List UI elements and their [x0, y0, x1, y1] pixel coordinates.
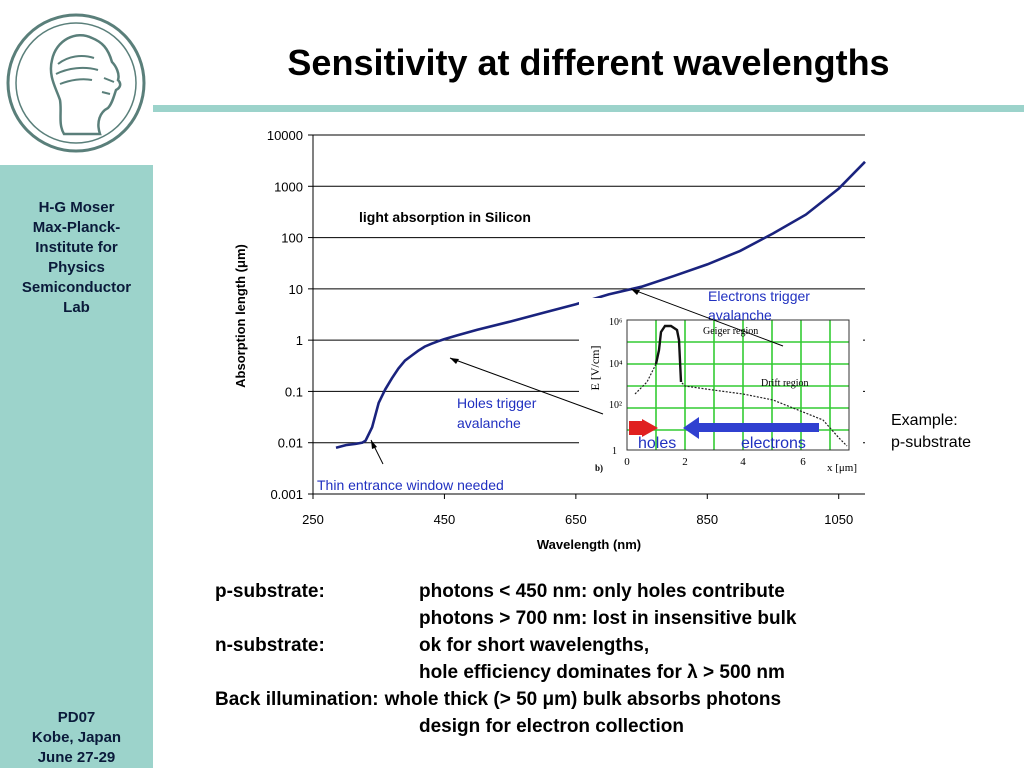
conclusion-text: photons > 700 nm: lost in insensitive bu… [419, 608, 797, 629]
x-tick-label: 650 [565, 512, 587, 527]
y-tick-label: 1000 [274, 179, 303, 194]
conclusion-text: hole efficiency dominates for λ > 500 nm [419, 662, 785, 683]
electrons-annotation-line-2: avalanche [708, 307, 772, 323]
conclusion-label [215, 659, 419, 686]
x-axis-label: Wavelength (nm) [537, 537, 641, 552]
x-tick-label: 450 [434, 512, 456, 527]
y-tick-label: 0.01 [278, 436, 303, 451]
author-line: Lab [63, 299, 90, 316]
y-tick-label: 10000 [267, 128, 303, 143]
conclusion-text: whole thick (> 50 μm) bulk absorbs photo… [384, 689, 782, 710]
conclusions-list: p-substrate: photons < 450 nm: only holes… [215, 578, 796, 740]
inset-x-tick: 4 [740, 456, 746, 468]
x-tick-label: 1050 [824, 512, 853, 527]
electrons-arrow-tail [697, 423, 819, 432]
conclusion-row: hole efficiency dominates for λ > 500 nm [215, 659, 796, 686]
electrons-pointer [630, 288, 784, 347]
drift-region-label: Drift region [761, 378, 809, 389]
absorption-curve [335, 160, 866, 449]
holes-annotation-line-2: avalanche [457, 415, 521, 431]
chart-title: light absorption in Silicon [359, 209, 531, 225]
inset-y-tick: 1 [612, 446, 617, 457]
holes-label: holes [638, 435, 676, 452]
y-ticks: 0.001 0.01 0.1 1 10 100 1000 10000 [267, 128, 313, 502]
y-tick-label: 0.001 [270, 487, 303, 502]
conclusion-text: ok for short wavelengths, [419, 635, 650, 656]
inset-y-tick: 10⁴ [609, 359, 623, 370]
title-divider [153, 105, 1024, 112]
inset-y-tick: 10² [609, 400, 622, 411]
inset-y-tick: 10⁶ [609, 317, 623, 328]
conclusion-row: n-substrate: ok for short wavelengths, [215, 632, 796, 659]
example-line-1: Example: [891, 412, 958, 429]
field-profile-solid [654, 324, 683, 383]
inset-y-label: E [V/cm] [588, 346, 602, 391]
inset-x-tick: 2 [682, 456, 688, 468]
holes-pointer [449, 357, 604, 415]
author-line: Max-Planck- [32, 219, 121, 236]
author-block: H-G Moser Max-Planck- Institute for Phys… [0, 198, 153, 318]
conclusion-text: photons < 450 nm: only holes contribute [419, 581, 785, 602]
event-line: June 27-29 [37, 749, 116, 766]
holes-arrow-tail [629, 421, 642, 435]
electrons-annotation-line-1: Electrons trigger [708, 288, 810, 304]
x-ticks: 250 450 650 850 1050 [302, 494, 853, 527]
conclusion-row: photons > 700 nm: lost in insensitive bu… [215, 605, 796, 632]
author-line: Physics [48, 259, 105, 276]
electrons-arrow [683, 417, 699, 439]
institute-logo [0, 0, 153, 165]
event-block: PD07 Kobe, Japan June 27-29 [0, 708, 153, 768]
geiger-region-label: Geiger region [703, 326, 758, 337]
conclusion-row: design for electron collection [215, 713, 796, 740]
sidebar: H-G Moser Max-Planck- Institute for Phys… [0, 0, 153, 768]
electrons-label: electrons [741, 435, 806, 452]
inset-x-tick: 0 [624, 456, 630, 468]
example-line-2: p-substrate [891, 434, 971, 451]
inset-panel-label: b) [595, 463, 603, 473]
y-tick-label: 100 [281, 231, 303, 246]
holes-annotation-line-1: Holes trigger [457, 395, 537, 411]
x-tick-label: 850 [696, 512, 718, 527]
author-line: Semiconductor [21, 279, 132, 296]
inset-field-diagram: E [V/cm] 10⁶ 10⁴ 10² 1 0 2 4 6 x [μm] b)… [579, 298, 863, 476]
inset-x-label: x [μm] [827, 462, 857, 474]
y-tick-label: 1 [296, 333, 303, 348]
conclusion-row: p-substrate: photons < 450 nm: only holes… [215, 578, 796, 605]
event-line: PD07 [57, 709, 96, 726]
x-tick-label: 250 [302, 512, 324, 527]
author-line: Institute for [35, 239, 118, 256]
y-axis-label: Absorption length (μm) [233, 244, 248, 388]
author-line: H-G Moser [38, 199, 115, 216]
event-line: Kobe, Japan [31, 729, 122, 746]
holes-arrow [642, 419, 658, 437]
window-annotation: Thin entrance window needed [317, 477, 504, 493]
conclusion-label: n-substrate: [215, 635, 325, 656]
y-tick-label: 10 [289, 282, 303, 297]
pointer-arrows [370, 288, 784, 465]
conclusion-row: Back illumination: whole thick (> 50 μm) … [215, 686, 796, 713]
minerva-logo-icon [6, 13, 146, 153]
y-tick-label: 0.1 [285, 384, 303, 399]
inset-x-tick: 6 [800, 456, 806, 468]
conclusion-label [215, 713, 419, 740]
conclusion-text: design for electron collection [419, 716, 684, 737]
slide-title: Sensitivity at different wavelengths [287, 42, 890, 83]
conclusion-label [215, 605, 419, 632]
conclusion-label: p-substrate: [215, 581, 325, 602]
conclusion-label: Back illumination: [215, 689, 379, 710]
